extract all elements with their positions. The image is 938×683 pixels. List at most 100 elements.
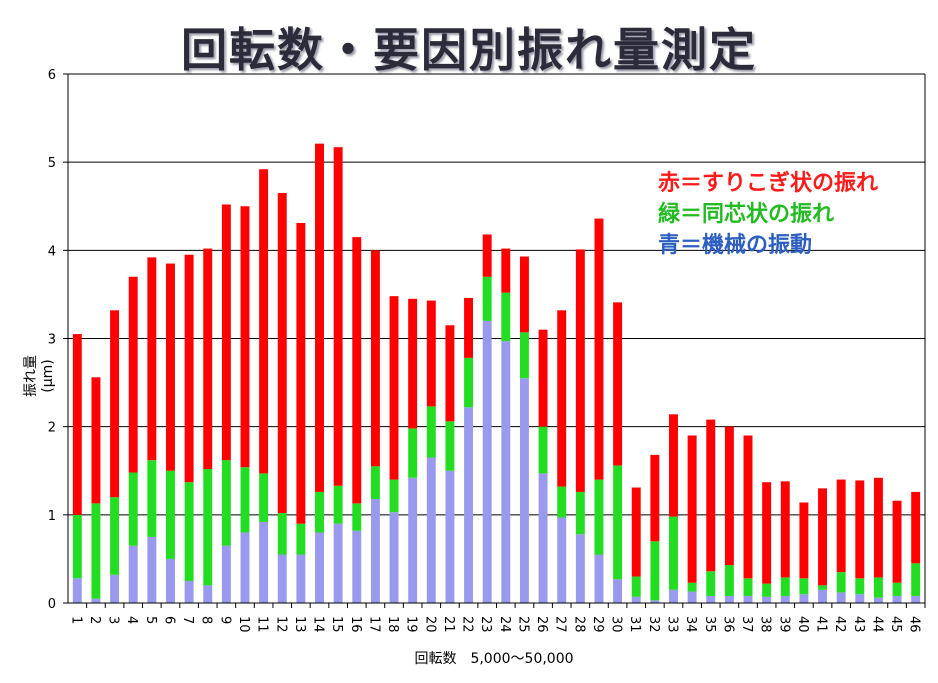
bar-segment-series-0 (855, 594, 865, 603)
y-axis-label: 振れ量(μm) (23, 355, 56, 397)
bar-segment-series-0 (91, 598, 101, 603)
x-tick-label: 19 (404, 616, 419, 633)
x-tick-label: 29 (590, 616, 605, 633)
x-tick-label: 16 (348, 616, 363, 633)
bar-segment-series-1 (72, 514, 82, 579)
y-tick-label: 5 (48, 156, 56, 171)
x-tick-label: 24 (497, 616, 512, 633)
bar-segment-series-2 (72, 334, 82, 515)
x-tick-label: 2 (87, 616, 102, 624)
bar-segment-series-0 (780, 595, 790, 603)
bar-segment-series-2 (147, 257, 157, 461)
x-tick-label: 17 (366, 616, 381, 633)
bar-segment-series-2 (184, 254, 194, 483)
bar-segment-series-0 (575, 534, 585, 603)
bar-segment-series-1 (128, 472, 138, 546)
x-tick-label: 8 (199, 616, 214, 624)
bar-segment-series-0 (259, 521, 269, 603)
bar-segment-series-0 (594, 554, 604, 603)
bar-segment-series-1 (911, 563, 921, 596)
y-tick-label: 2 (48, 421, 56, 436)
bar-segment-series-1 (221, 460, 231, 546)
x-tick-label: 44 (869, 616, 884, 633)
x-tick-label: 36 (720, 616, 735, 633)
bar-segment-series-0 (408, 477, 418, 603)
bar-segment-series-1 (519, 332, 529, 379)
bar-segment-series-1 (277, 513, 287, 555)
bar-segment-series-1 (669, 516, 678, 590)
bar-segment-series-2 (408, 298, 418, 429)
x-tick-label: 38 (758, 616, 773, 633)
bar-segment-series-2 (389, 296, 399, 480)
bar-segment-series-1 (631, 576, 641, 597)
bar-segment-series-0 (538, 473, 548, 603)
bar-segment-series-2 (296, 223, 306, 524)
y-tick-label: 6 (48, 68, 56, 83)
legend-item-green: 緑＝同芯状の振れ (658, 202, 835, 227)
x-tick-label: 9 (217, 616, 232, 624)
bar-segment-series-0 (650, 600, 660, 603)
bar-segment-series-2 (426, 300, 436, 407)
bar-segment-series-1 (166, 470, 175, 559)
legend-item-blue: 青＝機械の振動 (658, 233, 813, 258)
bar-segment-series-0 (557, 517, 567, 603)
bar-segment-series-2 (575, 249, 585, 492)
bar-segment-series-0 (203, 585, 213, 603)
x-tick-label: 35 (702, 616, 717, 633)
x-tick-label: 30 (609, 616, 624, 633)
bar-segment-series-2 (762, 482, 772, 584)
bar-segment-series-2 (482, 234, 492, 277)
bar-segment-series-1 (389, 479, 399, 513)
bar-segment-series-1 (762, 583, 772, 597)
bar-segment-series-2 (259, 169, 269, 474)
bar-segment-series-2 (464, 297, 474, 358)
bar-segment-series-0 (315, 532, 324, 603)
bar-segment-series-1 (538, 426, 548, 474)
bar-segment-series-1 (184, 482, 194, 581)
x-tick-label: 25 (515, 616, 530, 633)
bar-segment-series-1 (855, 578, 865, 595)
bar-segment-series-2 (631, 487, 641, 577)
x-tick-label: 10 (236, 616, 251, 633)
x-tick-label: 6 (161, 616, 176, 624)
x-tick-label: 20 (422, 616, 437, 633)
bar-segment-series-0 (426, 457, 436, 603)
bar-segment-series-1 (836, 572, 846, 593)
x-tick-label: 37 (739, 616, 754, 633)
bar-segment-series-0 (892, 595, 902, 603)
bar-segment-series-2 (706, 419, 716, 572)
bar-segment-series-1 (706, 571, 716, 596)
bar-segment-series-0 (501, 341, 511, 603)
bar-segment-series-0 (221, 545, 231, 603)
x-tick-label: 43 (851, 616, 866, 633)
bar-segment-series-2 (613, 302, 623, 466)
bar-segment-series-0 (110, 574, 120, 603)
bar-segment-series-2 (892, 500, 902, 583)
bar-segment-series-1 (370, 466, 380, 499)
bar-segment-series-0 (873, 597, 883, 603)
bar-segment-series-1 (315, 491, 324, 533)
x-tick-label: 5 (143, 616, 158, 624)
bar-segment-series-1 (445, 421, 455, 471)
x-tick-label: 22 (460, 616, 475, 633)
bar-segment-series-2 (538, 329, 548, 427)
bar-segment-series-0 (706, 595, 716, 603)
y-tick-label: 4 (48, 244, 56, 259)
bar-segment-series-0 (519, 378, 529, 603)
bar-segment-series-1 (818, 585, 827, 590)
x-tick-label: 39 (776, 616, 791, 633)
bar-segment-series-0 (762, 596, 772, 603)
y-tick-label: 3 (48, 333, 56, 348)
bar-segment-series-0 (818, 589, 827, 603)
legend-item-red: 赤＝すりこぎ状の振れ (658, 171, 879, 196)
bar-segment-series-1 (873, 577, 883, 598)
y-tick-label: 1 (48, 509, 56, 524)
bar-segment-series-2 (799, 502, 809, 579)
bar-segment-series-2 (110, 310, 120, 498)
x-tick-label: 27 (553, 616, 568, 633)
x-tick-label: 7 (180, 616, 195, 624)
bar-segment-series-1 (352, 503, 362, 531)
bar-segment-series-0 (277, 554, 287, 603)
bar-segment-series-2 (855, 480, 865, 579)
bar-segment-series-0 (333, 523, 343, 603)
